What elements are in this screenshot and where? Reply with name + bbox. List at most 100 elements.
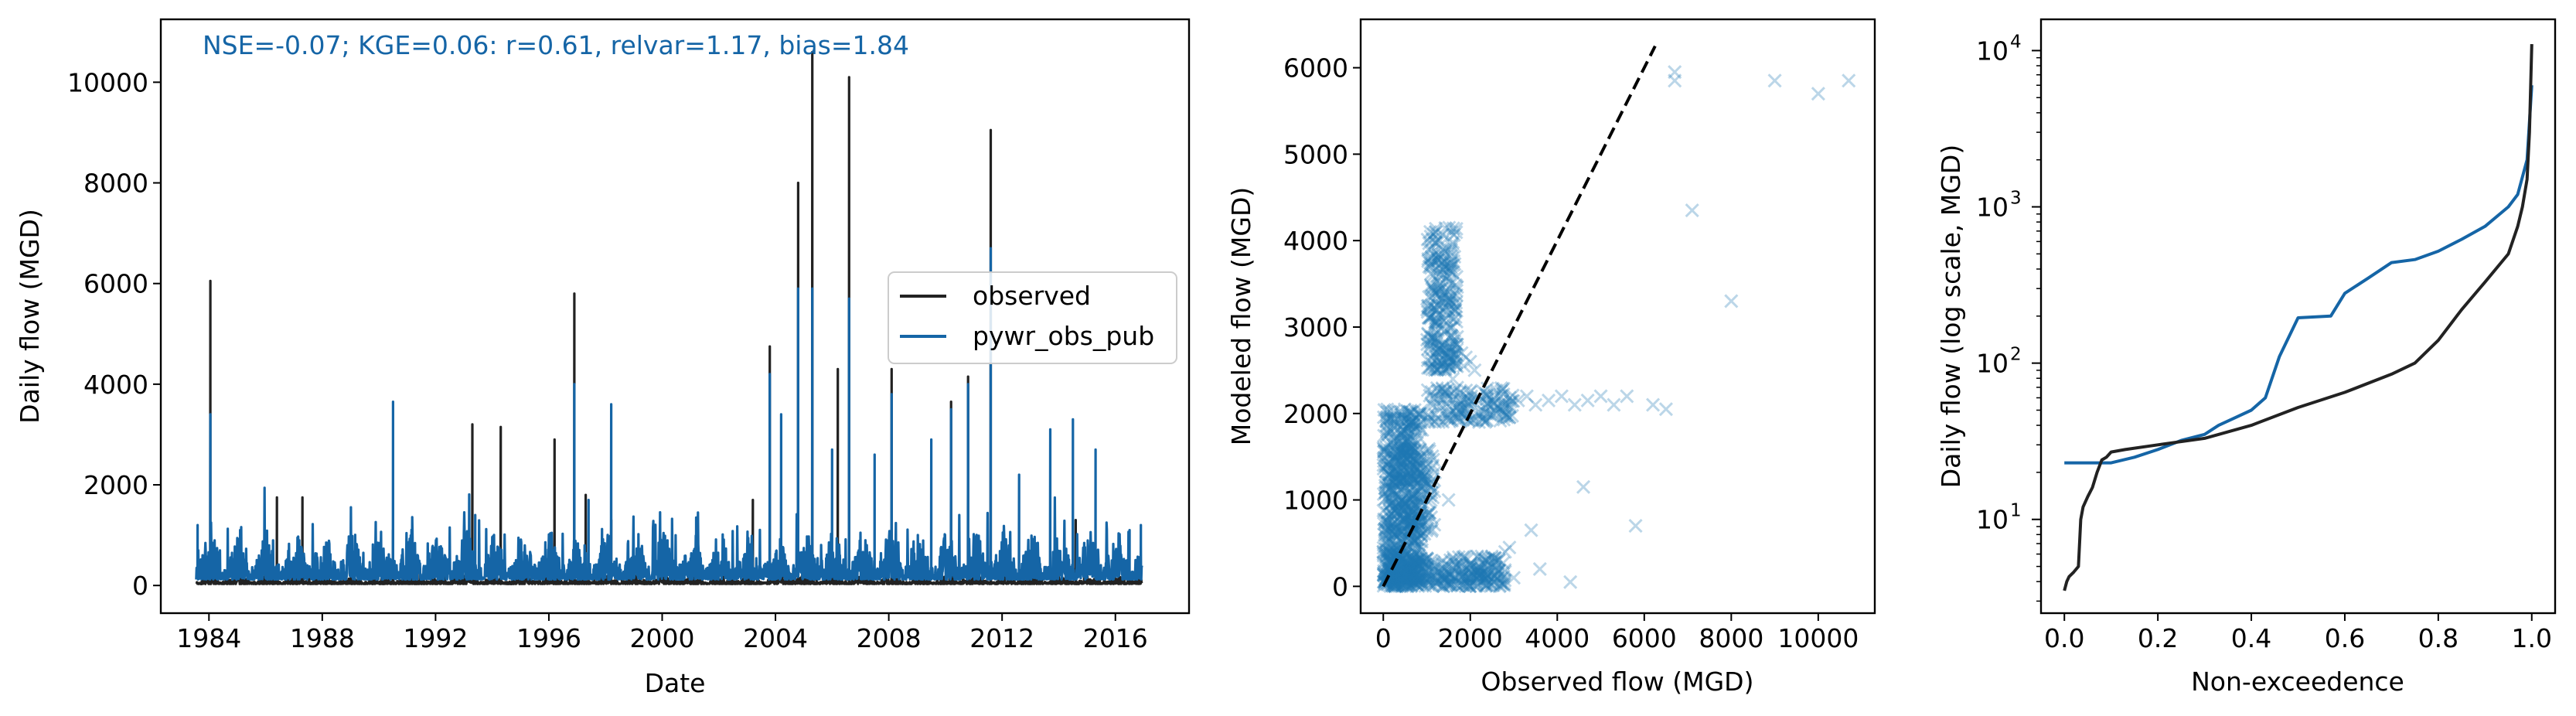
scatter-point [1404, 552, 1419, 567]
scatter-point [1454, 557, 1469, 572]
scatter-point [1404, 471, 1419, 486]
scatter-point [1381, 447, 1395, 462]
scatter-point [1433, 292, 1449, 306]
scatter-point [1412, 483, 1427, 498]
scatter-point [1412, 498, 1427, 513]
scatter-point [1451, 411, 1466, 425]
scatter-point [1403, 466, 1418, 481]
scatter-point [1426, 452, 1440, 467]
scatter-point [1402, 564, 1416, 578]
scatter-point [1394, 519, 1409, 534]
scatter-point [1399, 565, 1414, 580]
scatter-point [1431, 362, 1446, 377]
scatter-point [1425, 568, 1440, 583]
scatter-point [1498, 573, 1512, 588]
scatter-point [1376, 458, 1391, 472]
scatter-point [1390, 411, 1406, 427]
scatter-point [1474, 549, 1489, 564]
scatter-point [1498, 544, 1512, 559]
scatter-point [1439, 570, 1454, 585]
timeseries-x-ticks: 1984 1988 1992 1996 2000 2004 2008 2012 2016 [176, 613, 1148, 653]
scatter-point [1399, 435, 1414, 449]
scatter-point [1456, 578, 1470, 592]
scatter-point [1406, 418, 1421, 432]
scatter-point [1400, 558, 1415, 573]
scatter-point [1491, 553, 1506, 568]
scatter-point [1412, 522, 1426, 537]
scatter-point [1437, 568, 1452, 583]
scatter-point [1478, 571, 1493, 586]
scatter-point [1392, 495, 1407, 510]
legend: observed pywr_obs_pub [888, 271, 1177, 364]
scatter-point [1477, 573, 1491, 588]
scatter-point [1445, 288, 1460, 303]
scatter-point [1449, 295, 1463, 310]
timeseries-x-tick-label: 1988 [290, 623, 355, 653]
timeseries-x-tick-label: 1992 [403, 623, 468, 653]
scatter-point [1457, 576, 1471, 591]
scatter-point [1406, 444, 1421, 459]
scatter-point [1406, 452, 1422, 466]
scatter-point [1400, 404, 1415, 418]
scatter-point [1532, 561, 1547, 577]
scatter-point [1455, 563, 1470, 578]
scatter-point [1408, 554, 1423, 569]
fdc-x-tick-label: 0.4 [2231, 623, 2271, 653]
scatter-point [1442, 341, 1457, 356]
scatter-point [1393, 510, 1408, 524]
scatter-point [1443, 359, 1457, 373]
scatter-point [1387, 453, 1402, 468]
scatter-point [1425, 329, 1440, 344]
scatter-point [1404, 503, 1419, 518]
scatter-point [1425, 281, 1440, 295]
scatter-point [1383, 524, 1398, 539]
scatter-point [1431, 307, 1446, 322]
scatter-point [1423, 278, 1438, 292]
scatter-point [1406, 495, 1420, 510]
timeseries-axes-frame [159, 18, 1191, 615]
scatter-point [1431, 288, 1446, 302]
scatter-point [1479, 571, 1494, 586]
scatter-point [1411, 574, 1426, 588]
scatter-point [1424, 523, 1439, 538]
scatter-point [1453, 405, 1467, 420]
scatter-point [1391, 497, 1406, 512]
scatter-point [1402, 459, 1416, 474]
scatter-point [1401, 446, 1416, 461]
scatter-point [1387, 443, 1402, 458]
scatter-point [1425, 356, 1440, 371]
scatter-point [1435, 338, 1450, 353]
scatter-point [1455, 578, 1470, 592]
scatter-point [1434, 578, 1449, 593]
scatter-point [1431, 247, 1446, 262]
scatter-point [1421, 254, 1436, 268]
scatter-point [1386, 571, 1401, 585]
scatter-point [1379, 513, 1394, 527]
scatter-point [1389, 572, 1403, 588]
scatter-point [1395, 552, 1410, 567]
scatter-point [1400, 432, 1415, 447]
scatter-point [1382, 467, 1396, 482]
scatter-point [1444, 295, 1459, 310]
scatter-y-tick-label: 6000 [1283, 53, 1348, 84]
scatter-point [1446, 550, 1460, 565]
scatter-point [1842, 73, 1856, 88]
scatter-point [1417, 473, 1432, 488]
scatter-point [1463, 561, 1478, 576]
scatter-point [1413, 520, 1428, 534]
scatter-point [1462, 579, 1477, 594]
scatter-point [1392, 473, 1406, 488]
scatter-point [1494, 575, 1508, 590]
scatter-point [1394, 438, 1409, 452]
scatter-point [1483, 565, 1498, 580]
scatter-point [1380, 457, 1395, 472]
scatter-point [1385, 545, 1399, 561]
scatter-point [1408, 459, 1423, 474]
timeseries-x-tick-label: 2008 [857, 623, 922, 653]
scatter-point [1406, 562, 1421, 577]
scatter-point [1408, 424, 1423, 438]
scatter-point [1505, 388, 1520, 403]
scatter-point [1429, 362, 1444, 377]
scatter-point [1394, 524, 1409, 539]
scatter-point [1378, 528, 1393, 543]
